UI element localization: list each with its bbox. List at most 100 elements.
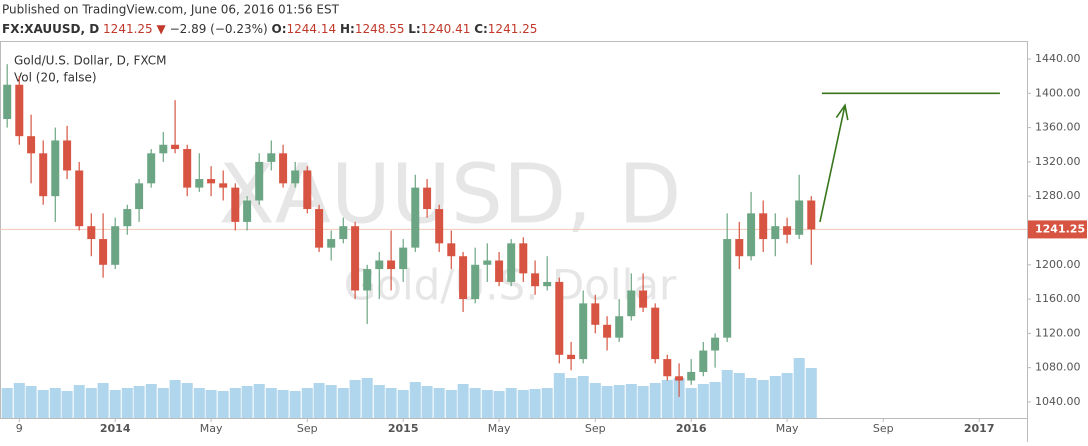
candle-body — [687, 371, 696, 381]
candle-body — [39, 153, 48, 197]
volume-bar — [565, 378, 577, 418]
volume-bar — [673, 378, 685, 418]
y-tick-label: 1160.00 — [1035, 292, 1081, 305]
volume-bar — [61, 391, 73, 418]
candle-body — [471, 264, 480, 300]
candle-body — [423, 187, 432, 210]
volume-bar — [373, 385, 385, 418]
candle-body — [639, 290, 648, 308]
candle-body — [87, 226, 96, 240]
x-tick-label: 2015 — [388, 422, 419, 435]
candle-body — [291, 170, 300, 184]
volume-bar — [385, 388, 397, 418]
candle-body — [99, 239, 108, 265]
x-tick-label: May — [776, 422, 799, 435]
candle-body — [375, 260, 384, 270]
y-tick-label: 1400.00 — [1035, 86, 1081, 99]
volume-bar — [85, 388, 97, 418]
volume-bar — [577, 376, 589, 418]
volume-bar — [205, 390, 217, 418]
candle-body — [459, 256, 468, 300]
volume-bar — [589, 383, 601, 418]
volume-bar — [553, 373, 565, 418]
candle-body — [567, 354, 576, 360]
volume-bar — [25, 386, 37, 418]
candle-body — [207, 179, 216, 184]
candle-body — [3, 84, 12, 120]
candle-body — [411, 187, 420, 248]
candle-body — [531, 273, 540, 287]
y-tick-label: 1320.00 — [1035, 155, 1081, 168]
volume-bar — [289, 391, 301, 418]
x-tick-label: 2016 — [676, 422, 707, 435]
volume-bar — [265, 388, 277, 418]
x-tick-label: May — [200, 422, 223, 435]
candle-body — [243, 200, 252, 222]
volume-bar — [637, 386, 649, 418]
candle-body — [615, 316, 624, 338]
volume-bar — [505, 388, 517, 418]
candle-body — [399, 247, 408, 270]
volume-bar — [745, 378, 757, 418]
volume-bar — [73, 385, 85, 418]
candle-body — [543, 281, 552, 287]
open-value: 1244.14 — [287, 22, 337, 36]
last-price-box — [1028, 220, 1087, 239]
volume-bar — [757, 380, 769, 418]
legend-volume: Vol (20, false) — [14, 71, 97, 85]
arrow-head — [835, 103, 849, 121]
volume-bar — [781, 373, 793, 418]
volume-bar — [349, 380, 361, 418]
volume-bar — [469, 388, 481, 418]
candle-body — [27, 136, 36, 154]
legend-series: Gold/U.S. Dollar, D, FXCM — [14, 54, 167, 68]
volume-bar — [721, 370, 733, 418]
volume-bar — [325, 385, 337, 418]
candle-body — [195, 179, 204, 188]
y-tick-label: 1280.00 — [1035, 189, 1081, 202]
x-tick-label: May — [488, 422, 511, 435]
x-tick-label: 2017 — [964, 422, 995, 435]
y-tick-label: 1360.00 — [1035, 121, 1081, 134]
candle-body — [339, 226, 348, 240]
y-tick-label: 1200.00 — [1035, 258, 1081, 271]
published-note: Published on TradingView.com, June 06, 2… — [2, 3, 340, 17]
y-tick-label: 1040.00 — [1035, 395, 1081, 408]
volume-bar — [625, 384, 637, 418]
volume-bar — [37, 390, 49, 418]
candle-body — [783, 226, 792, 235]
last-value: 1241.25 — [103, 22, 153, 36]
candle-body — [579, 303, 588, 360]
change-arrow: ▼ — [157, 22, 167, 36]
volume-bar — [121, 388, 133, 418]
candle-body — [675, 376, 684, 381]
candle-body — [699, 350, 708, 372]
candle-body — [123, 209, 132, 227]
candle-body — [603, 324, 612, 338]
candle-body — [663, 359, 672, 377]
volume-bar — [709, 382, 721, 418]
volume-bar — [493, 391, 505, 418]
candle-body — [315, 209, 324, 248]
volume-bar — [133, 386, 145, 418]
volume-bar — [313, 383, 325, 418]
candle-body — [63, 140, 72, 171]
volume-bar — [433, 388, 445, 418]
candle-body — [267, 153, 276, 162]
x-tick-label: Sep — [873, 422, 894, 435]
candle-body — [231, 187, 240, 222]
volume-bar — [217, 391, 229, 418]
candle-body — [807, 200, 816, 230]
y-tick-label: 1080.00 — [1035, 361, 1081, 374]
candle-body — [507, 243, 516, 282]
change: −2.89 (−0.23%) — [170, 22, 268, 36]
y-tick-label: 1120.00 — [1035, 326, 1081, 339]
volume-bar — [529, 389, 541, 418]
candle-body — [135, 183, 144, 210]
candle-body — [147, 153, 156, 184]
candle-body — [159, 144, 168, 154]
candle-body — [387, 260, 396, 270]
volume-bar — [229, 388, 241, 418]
volume-bar — [337, 388, 349, 418]
